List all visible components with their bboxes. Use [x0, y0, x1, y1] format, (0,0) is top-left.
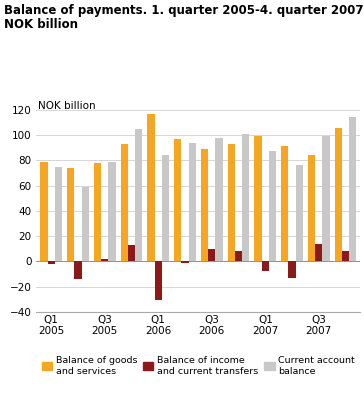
- Bar: [67, 168, 74, 261]
- Bar: [82, 187, 89, 261]
- Bar: [189, 143, 196, 261]
- Bar: [335, 128, 342, 261]
- Text: NOK billion: NOK billion: [4, 18, 78, 31]
- Bar: [289, 261, 296, 278]
- Bar: [235, 251, 242, 261]
- Bar: [74, 261, 82, 279]
- Bar: [323, 136, 330, 261]
- Legend: Balance of goods
and services, Balance of income
and current transfers, Current : Balance of goods and services, Balance o…: [42, 356, 355, 376]
- Bar: [55, 166, 62, 261]
- Bar: [342, 251, 349, 261]
- Bar: [101, 259, 108, 261]
- Bar: [48, 261, 55, 264]
- Bar: [254, 136, 262, 261]
- Bar: [228, 144, 235, 261]
- Bar: [94, 163, 101, 261]
- Bar: [215, 138, 223, 261]
- Bar: [128, 245, 135, 261]
- Bar: [120, 144, 128, 261]
- Bar: [40, 162, 48, 261]
- Text: NOK billion: NOK billion: [38, 101, 95, 111]
- Bar: [269, 151, 276, 261]
- Bar: [174, 139, 181, 261]
- Bar: [242, 134, 249, 261]
- Bar: [296, 165, 303, 261]
- Bar: [349, 117, 356, 261]
- Bar: [201, 149, 208, 261]
- Bar: [162, 155, 169, 261]
- Bar: [181, 261, 189, 262]
- Bar: [281, 147, 289, 261]
- Bar: [262, 261, 269, 271]
- Bar: [155, 261, 162, 301]
- Bar: [147, 114, 155, 261]
- Bar: [315, 244, 323, 261]
- Bar: [135, 129, 142, 261]
- Bar: [208, 249, 215, 261]
- Text: Balance of payments. 1. quarter 2005-4. quarter 2007.: Balance of payments. 1. quarter 2005-4. …: [4, 4, 364, 17]
- Bar: [308, 155, 315, 261]
- Bar: [108, 162, 115, 261]
